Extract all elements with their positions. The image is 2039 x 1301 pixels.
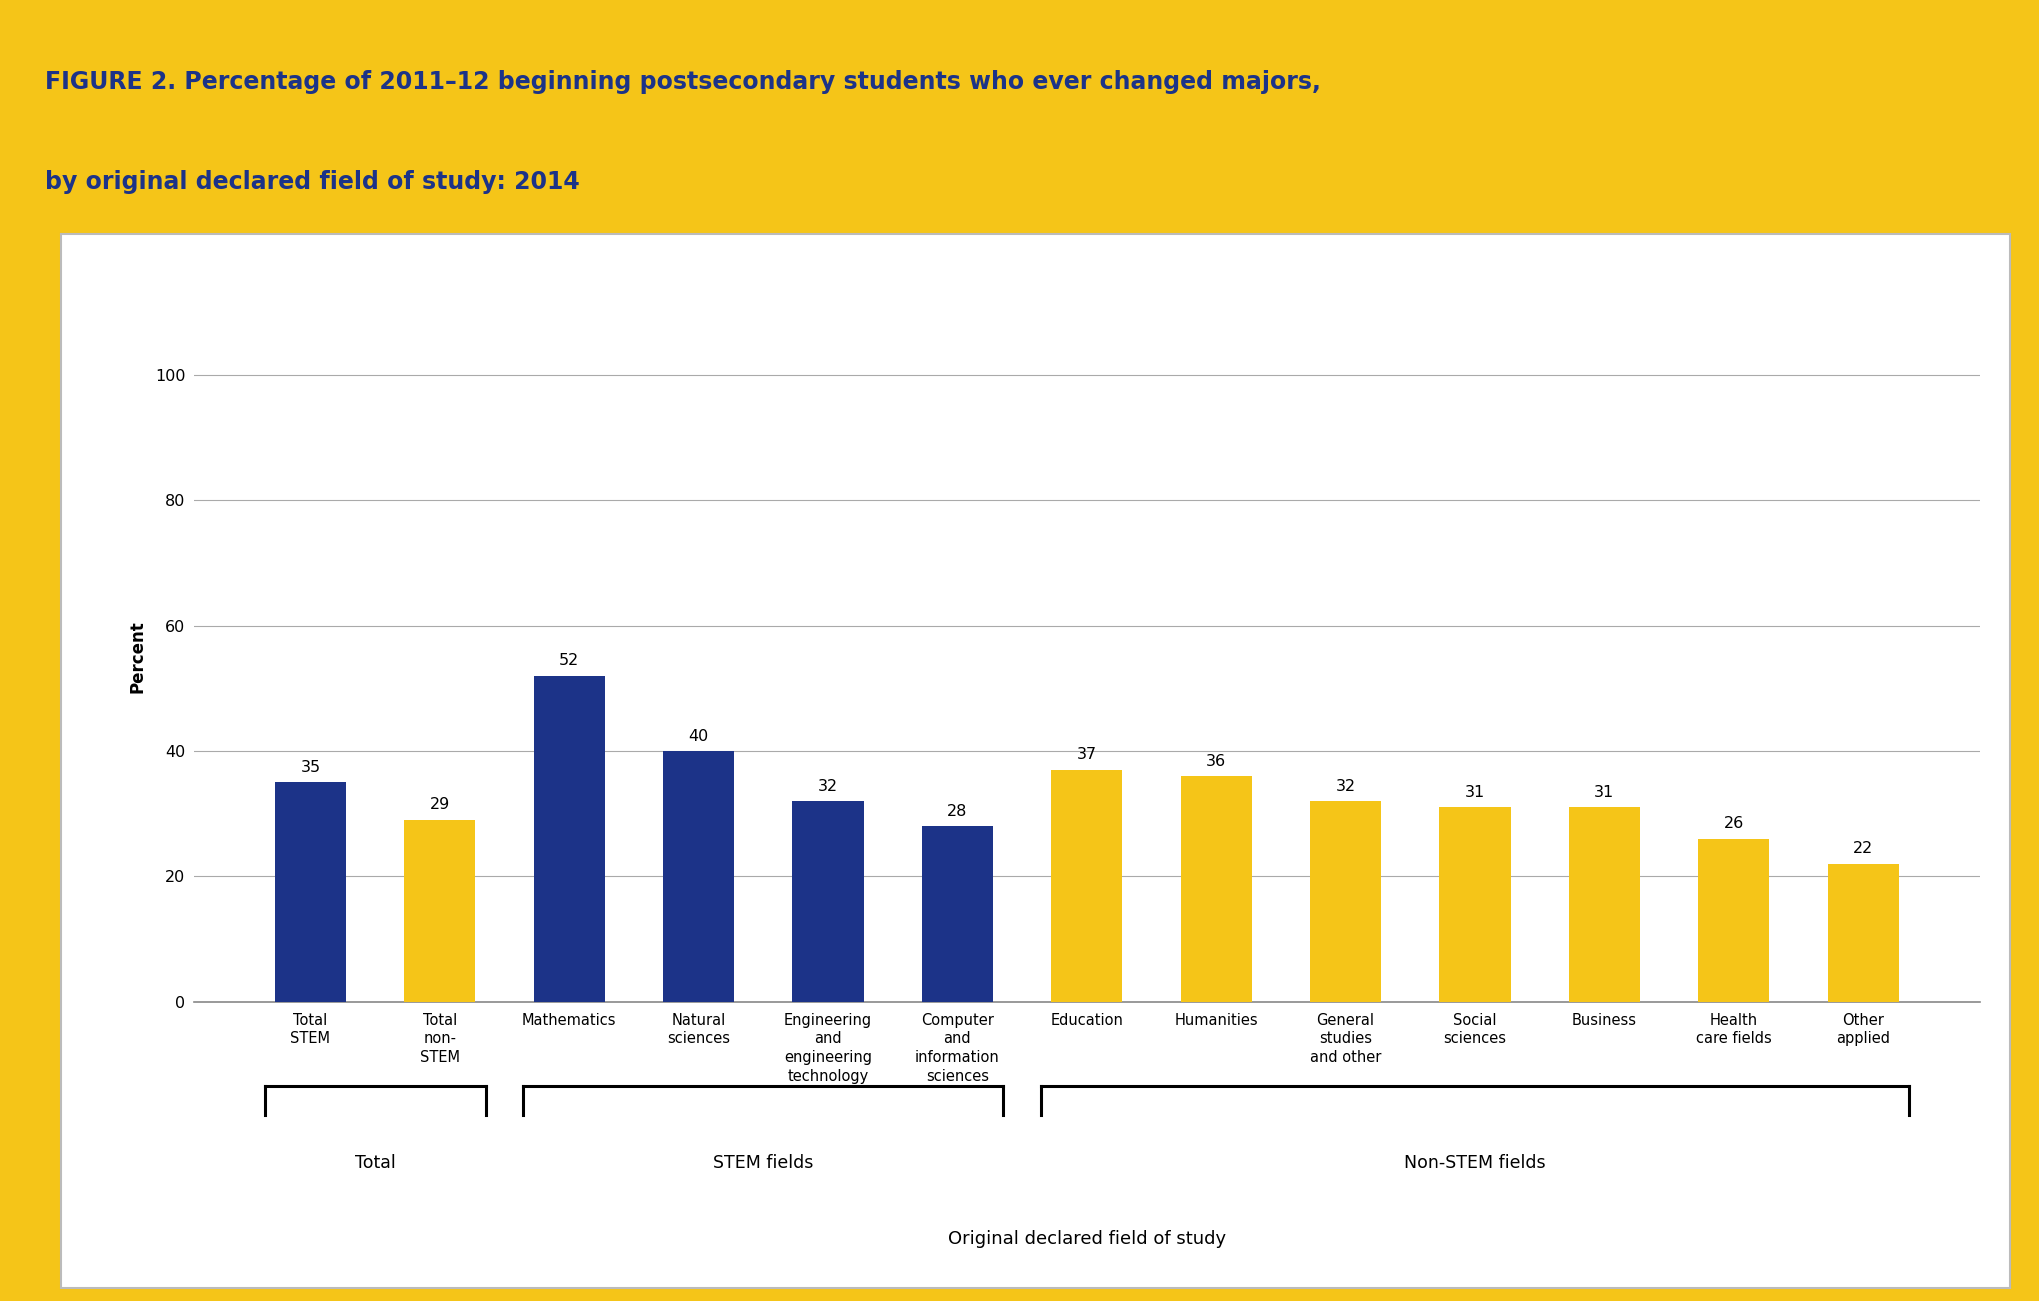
- Text: 31: 31: [1594, 785, 1615, 800]
- Bar: [1052, 770, 1121, 1002]
- Text: Non-STEM fields: Non-STEM fields: [1405, 1154, 1546, 1172]
- Text: FIGURE 2. Percentage of 2011–12 beginning postsecondary students who ever change: FIGURE 2. Percentage of 2011–12 beginnin…: [45, 70, 1321, 94]
- Bar: [534, 675, 606, 1002]
- Text: 26: 26: [1723, 816, 1743, 831]
- Text: 29: 29: [430, 798, 451, 812]
- Text: 35: 35: [300, 760, 320, 775]
- Bar: [404, 820, 475, 1002]
- Text: by original declared field of study: 2014: by original declared field of study: 201…: [45, 170, 579, 194]
- Text: 40: 40: [689, 729, 710, 743]
- Y-axis label: Percent: Percent: [128, 621, 147, 693]
- Text: 32: 32: [818, 779, 838, 794]
- Bar: [922, 826, 993, 1002]
- Text: 36: 36: [1207, 753, 1225, 769]
- Text: 22: 22: [1853, 842, 1874, 856]
- Bar: [275, 782, 347, 1002]
- Text: 32: 32: [1336, 779, 1356, 794]
- Text: 52: 52: [559, 653, 579, 669]
- Text: Original declared field of study: Original declared field of study: [948, 1231, 1225, 1248]
- Text: 31: 31: [1464, 785, 1484, 800]
- Text: 28: 28: [948, 804, 969, 818]
- Text: 37: 37: [1077, 747, 1097, 762]
- Bar: [1698, 839, 1770, 1002]
- Text: STEM fields: STEM fields: [714, 1154, 814, 1172]
- Bar: [1440, 808, 1511, 1002]
- Text: Total: Total: [355, 1154, 396, 1172]
- Bar: [793, 801, 865, 1002]
- Bar: [1181, 777, 1252, 1002]
- Bar: [1568, 808, 1639, 1002]
- Bar: [1827, 864, 1898, 1002]
- Bar: [663, 751, 734, 1002]
- Bar: [1309, 801, 1380, 1002]
